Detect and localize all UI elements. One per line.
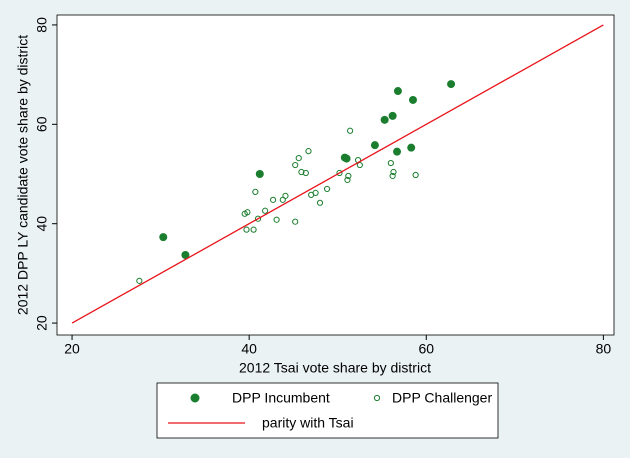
legend-label: DPP Challenger <box>392 390 492 406</box>
point <box>136 277 143 284</box>
point <box>262 207 269 214</box>
point <box>181 251 190 259</box>
point <box>302 169 309 177</box>
point <box>254 215 262 222</box>
point <box>250 226 257 233</box>
x-axis-title: 2012 Tsai vote share by district <box>239 360 431 376</box>
point <box>316 199 324 206</box>
x-tick-label: 20 <box>64 341 80 357</box>
point <box>388 111 397 120</box>
point <box>292 218 299 225</box>
y-tick-label: 60 <box>34 116 50 132</box>
point <box>393 87 402 96</box>
point <box>356 161 363 169</box>
point <box>412 171 419 179</box>
point <box>323 185 331 193</box>
point <box>159 233 168 242</box>
point <box>298 168 305 176</box>
point <box>269 196 277 203</box>
point <box>336 169 343 177</box>
y-axis-title: 2012 DPP LY candidate vote share by dist… <box>15 35 31 315</box>
point <box>305 148 312 155</box>
point <box>252 188 259 195</box>
point <box>370 141 379 150</box>
legend <box>156 382 499 439</box>
point <box>255 170 264 179</box>
x-tick-label: 40 <box>241 341 257 357</box>
point <box>389 172 396 180</box>
x-tick-label: 60 <box>418 341 434 357</box>
point <box>344 176 351 184</box>
point <box>408 95 417 104</box>
point <box>390 168 397 176</box>
y-tick-label: 80 <box>34 17 50 33</box>
y-tick-label: 40 <box>34 216 50 232</box>
x-tick-label: 80 <box>596 341 612 357</box>
point <box>387 159 394 167</box>
parity-line <box>71 24 604 324</box>
point <box>447 80 456 89</box>
point <box>347 127 354 134</box>
point <box>407 143 416 152</box>
point <box>292 161 299 169</box>
point <box>345 172 352 180</box>
legend-label: parity with Tsai <box>262 415 354 431</box>
point <box>295 155 302 162</box>
point <box>380 115 389 124</box>
y-tick-label: 20 <box>34 315 50 331</box>
point <box>244 209 251 216</box>
point <box>312 189 319 196</box>
point <box>243 226 250 233</box>
point <box>342 154 351 163</box>
point <box>273 216 280 223</box>
point <box>279 196 286 203</box>
point <box>393 147 402 156</box>
legend-label: DPP Incumbent <box>232 390 330 406</box>
legend-marker <box>190 393 200 403</box>
legend-marker <box>373 394 381 402</box>
